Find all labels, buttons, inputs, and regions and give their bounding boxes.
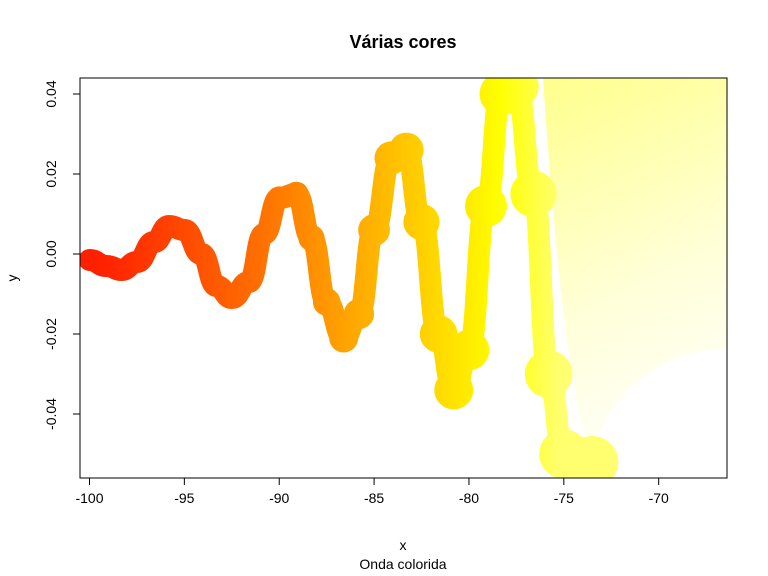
y-tick-label: 0.02: [43, 160, 59, 187]
x-axis-label: x: [400, 537, 407, 553]
y-axis: -0.04 -0.02 0.00 0.02 0.04: [43, 80, 81, 430]
y-tick-label: -0.02: [43, 318, 59, 350]
plot-area: [80, 78, 727, 478]
y-axis-label: y: [4, 275, 20, 282]
x-tick-label: -85: [364, 490, 384, 506]
x-tick-label: -90: [269, 490, 289, 506]
chart-title: Várias cores: [349, 32, 456, 52]
x-axis: -100 -95 -90 -85 -80 -75 -70: [75, 477, 669, 506]
x-tick-label: -75: [554, 490, 574, 506]
x-tick-label: -70: [649, 490, 669, 506]
x-tick-label: -80: [459, 490, 479, 506]
wave-series-line: [80, 78, 604, 473]
x-tick-label: -95: [174, 490, 194, 506]
x-tick-label: -100: [75, 490, 103, 506]
y-tick-label: -0.04: [43, 398, 59, 430]
chart-subtitle: Onda colorida: [359, 556, 446, 572]
y-tick-label: 0.00: [43, 240, 59, 267]
y-tick-label: 0.04: [43, 80, 59, 107]
wave-tail-region: [543, 78, 727, 460]
